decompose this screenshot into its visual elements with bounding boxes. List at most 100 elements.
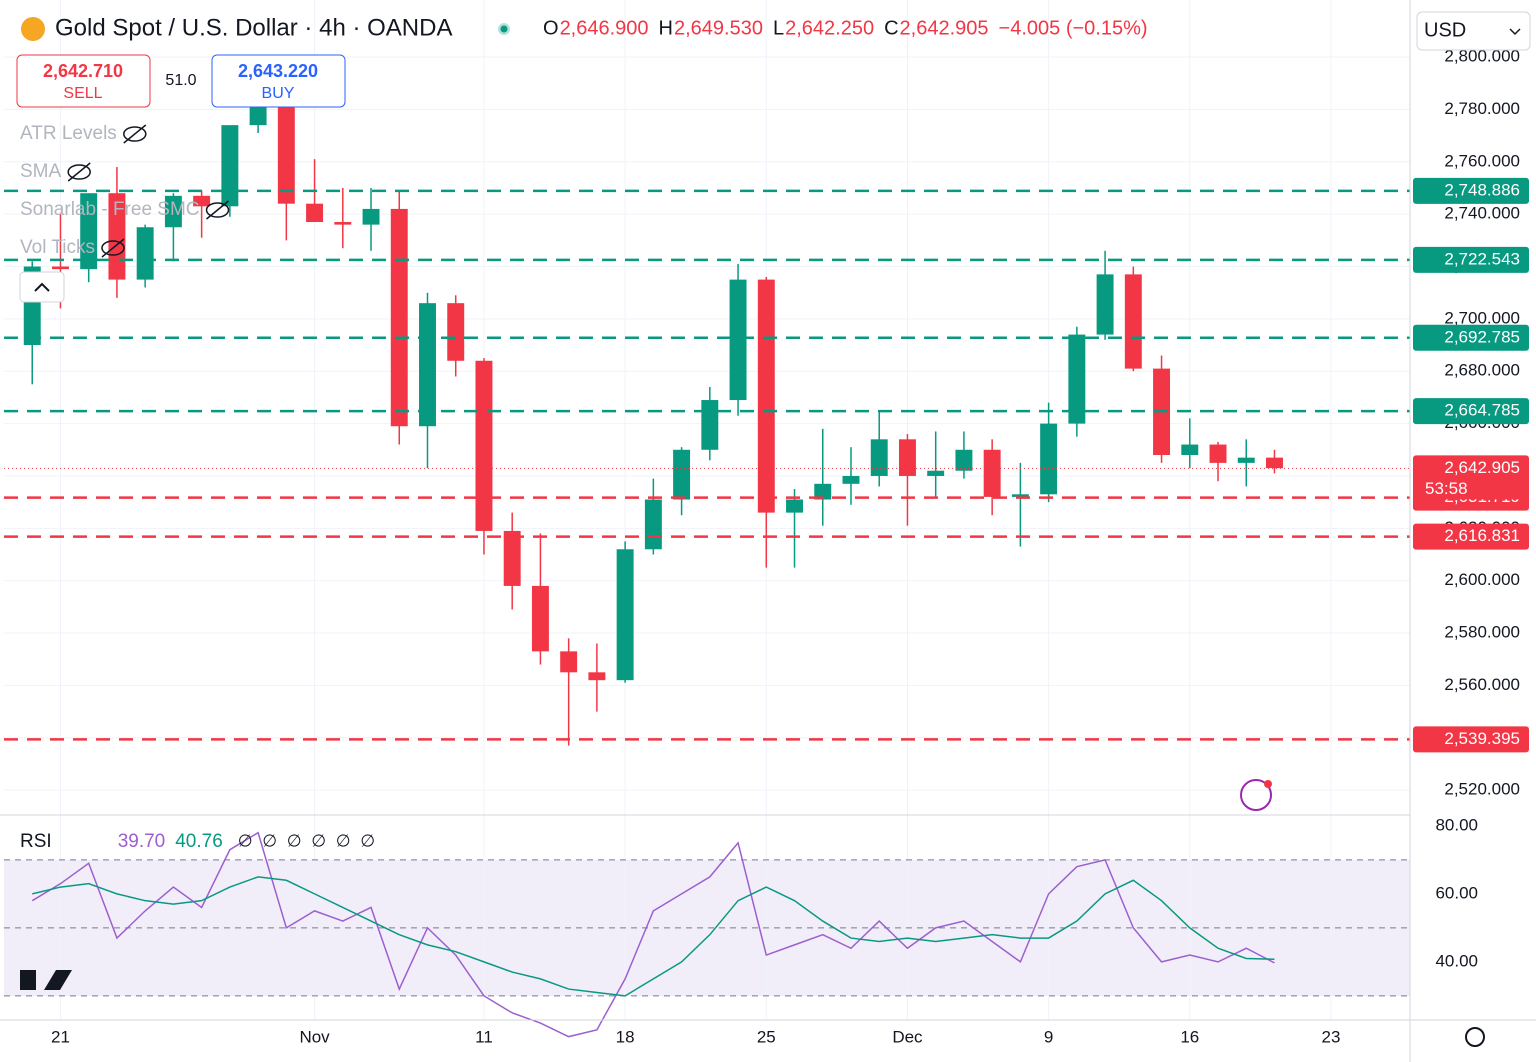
candle-body: [503, 530, 521, 586]
price-tag: [1413, 726, 1529, 753]
x-tick-label: Nov: [299, 1027, 330, 1046]
y-tick-label: 2,700.000: [1444, 308, 1520, 327]
countdown: 53:58: [1425, 479, 1468, 498]
candle-body: [757, 279, 775, 513]
x-tick-label: 18: [616, 1027, 635, 1046]
candle-body: [136, 227, 154, 280]
candle-body: [1096, 274, 1114, 335]
candle-body: [164, 195, 182, 228]
hidden-icon: [206, 200, 229, 220]
candle-body: [588, 672, 606, 681]
hidden-icon: [101, 238, 125, 258]
x-tick-label: 16: [1180, 1027, 1199, 1046]
settings-icon[interactable]: [1465, 1027, 1485, 1047]
candle-body: [80, 193, 98, 270]
price-tag-label: 2,642.905: [1444, 458, 1520, 477]
indicator-label: Sonarlab - Free SMC: [20, 199, 200, 220]
hidden-icon: [205, 202, 230, 218]
rsi-extra: ∅: [336, 831, 351, 850]
candle-body: [419, 303, 436, 427]
currency: USD: [1424, 19, 1466, 41]
candle-body: [955, 449, 973, 471]
buy-price: 2,643.220: [238, 61, 318, 81]
rsi-line: [31, 831, 1275, 1038]
x-tick-label: Dec: [892, 1027, 923, 1046]
indicator-label: Vol Ticks: [20, 237, 95, 258]
candle-body: [1181, 444, 1199, 456]
candle-body: [786, 499, 803, 513]
y-tick-label: 2,760.000: [1444, 151, 1520, 170]
candle-body: [814, 483, 832, 500]
symbol-icon: [21, 17, 45, 41]
collapse-icon: [34, 282, 50, 292]
candle-body: [616, 549, 634, 681]
ohlc-value: 2,642.905: [900, 17, 989, 39]
buy-label: BUY: [262, 85, 295, 102]
candle-body: [898, 439, 916, 476]
legend-entry: 40.76: [175, 831, 223, 852]
rsi-extra: ∅: [311, 831, 326, 850]
y-tick-label: 2,600.000: [1444, 570, 1520, 589]
alert-icon[interactable]: [1240, 779, 1272, 811]
rsi-line: [32, 876, 1275, 997]
x-tick-label: 11: [475, 1027, 493, 1046]
ohlc: O 2,646.900 H 2,649.530 L 2,642.250 C 2,642.905…: [543, 17, 1148, 39]
y-tick-label: 2,560.000: [1444, 675, 1520, 694]
candle-body: [193, 195, 211, 207]
y-tick-label: 2,740.000: [1444, 204, 1520, 223]
candle-body: [560, 651, 578, 673]
candle-body: [1068, 334, 1086, 424]
sell-button[interactable]: [16, 54, 151, 108]
price-tag: [1413, 324, 1529, 351]
x-tick-label: 21: [51, 1027, 70, 1046]
price-tag-label: 2,748.886: [1444, 180, 1520, 199]
candle-body: [390, 208, 408, 427]
y-tick-label: 2,680.000: [1444, 361, 1520, 380]
price-tag: [1413, 246, 1529, 273]
hidden-icon: [67, 164, 91, 180]
candle-body: [673, 449, 691, 500]
price-tag-label: 2,616.831: [1444, 526, 1520, 545]
candle-body: [334, 222, 352, 225]
y-tick-label: 2,580.000: [1444, 623, 1520, 642]
rsi-tick-label: 60.00: [1435, 883, 1478, 902]
hidden-icon: [123, 126, 147, 142]
y-tick-label: 2,780.000: [1444, 99, 1520, 118]
candle-body: [475, 360, 493, 531]
candle-body: [1209, 444, 1227, 463]
currency-select[interactable]: [1416, 11, 1531, 51]
candle-body: [729, 279, 747, 401]
ohlc-value: 2,642.250: [785, 17, 874, 39]
hidden-icon: [67, 162, 91, 182]
candle-body: [531, 585, 549, 652]
rsi-extra: ∅: [287, 831, 302, 850]
collapse-button[interactable]: [19, 271, 65, 303]
axes: 2,520.0002,540.0002,560.0002,580.0002,60…: [51, 47, 1529, 1046]
indicator-label: ATR Levels: [20, 123, 117, 144]
price-tag-label: 2,692.785: [1444, 327, 1520, 346]
ohlc-value: 2,646.900: [560, 17, 649, 39]
legend-entry: 39.70: [118, 831, 166, 852]
price-tag-label: 2,664.785: [1444, 401, 1520, 420]
buy-button[interactable]: [211, 54, 346, 108]
candle-body: [1124, 274, 1142, 369]
price-tag-label: 2,722.543: [1444, 249, 1520, 268]
symbol-title: Gold Spot / U.S. Dollar · 4h · OANDA: [55, 14, 452, 41]
candle-body: [1237, 457, 1255, 463]
y-tick-label: 2,800.000: [1444, 47, 1520, 66]
candle-body: [1011, 494, 1029, 497]
rsi-tick-label: 80.00: [1435, 815, 1478, 834]
price-tag: [1413, 455, 1529, 500]
candle-body: [277, 91, 295, 204]
rsi-tick-label: 40.00: [1435, 951, 1478, 970]
candle-body: [221, 125, 239, 207]
ohlc-label: O: [543, 17, 559, 39]
x-tick-label: 25: [757, 1027, 776, 1046]
price-tag: [1413, 398, 1529, 425]
hidden-icon: [123, 124, 147, 144]
alert-dot: [1264, 780, 1272, 788]
candle-body: [1040, 423, 1058, 495]
plot: [4, 83, 1410, 1038]
